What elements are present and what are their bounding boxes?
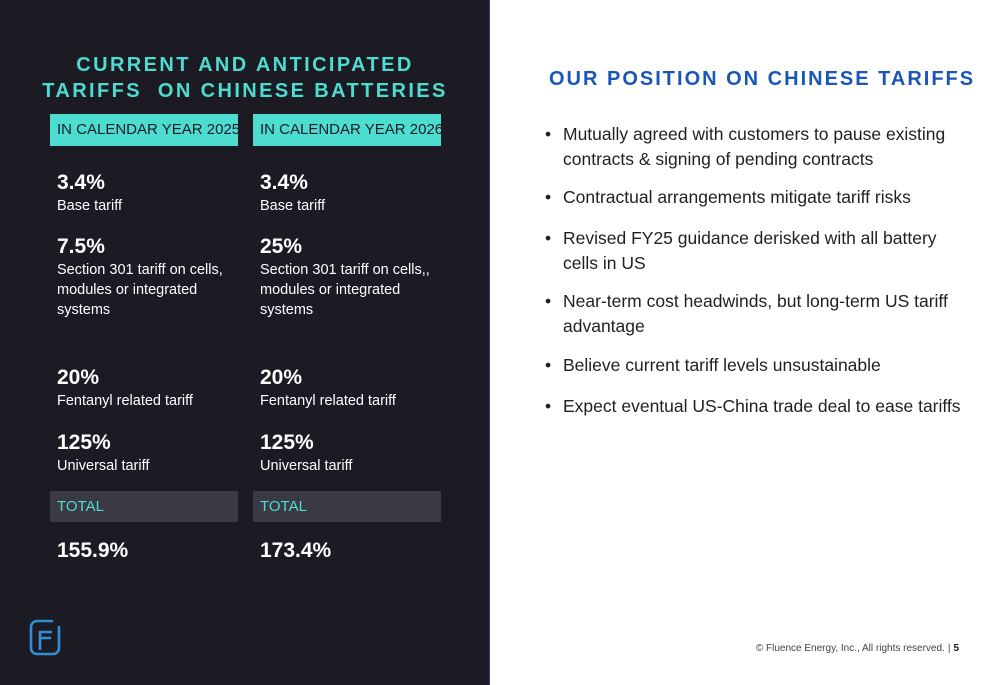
bullet-icon: • [545,124,552,144]
total-label: TOTAL [50,491,238,522]
year-badge: IN CALENDAR YEAR 2025 [50,114,240,146]
list-item: • Revised FY25 guidance derisked with al… [545,226,965,275]
tariff-description: Universal tariff [260,458,353,474]
section-301-tariff: 7.5% Section 301 tariff on cells, module… [57,234,235,320]
list-item: • Near-term cost headwinds, but long-ter… [545,289,965,338]
bullet-icon: • [545,187,552,207]
tariff-description: Base tariff [57,198,123,214]
tariff-value: 20% [260,366,303,389]
footer-separator: | [947,643,951,654]
tariff-panel-title-line-2: TARIFFS ON CHINESE BATTERIES [42,80,448,102]
footer: © Fluence Energy, Inc., All rights reser… [756,643,959,654]
tariff-value: 125% [57,431,111,454]
list-item: • Contractual arrangements mitigate tari… [545,185,965,210]
tariff-description: Fentanyl related tariff [260,393,396,409]
base-tariff: 3.4% Base tariff [57,170,235,216]
total-label: TOTAL [253,491,441,522]
year-2025-column: IN CALENDAR YEAR 2025 3.4% Base tariff 7… [50,114,240,562]
list-item-text: Near-term cost headwinds, but long-term … [563,291,948,336]
tariff-value: 7.5% [57,235,105,258]
tariff-value: 3.4% [260,171,308,194]
tariff-description: Section 301 tariff on cells, modules or … [57,262,223,318]
total-value: 173.4% [260,539,332,562]
universal-tariff: 125% Universal tariff [260,430,438,476]
bullet-icon: • [545,291,552,311]
tariff-description: Base tariff [260,198,326,214]
total-value: 155.9% [57,539,129,562]
tariff-panel: CURRENT AND ANTICIPATED TARIFFS ON CHINE… [0,0,490,685]
list-item: • Mutually agreed with customers to paus… [545,122,965,171]
fentanyl-tariff: 20% Fentanyl related tariff [260,365,438,411]
position-title: OUR POSITION ON CHINESE TARIFFS [549,68,976,90]
fluence-logo-icon [29,619,61,656]
list-item-text: Mutually agreed with customers to pause … [563,124,946,169]
page-number: 5 [953,643,959,654]
base-tariff: 3.4% Base tariff [260,170,438,216]
bullet-icon: • [545,355,552,375]
copyright-text: © Fluence Energy, Inc., All rights reser… [755,643,945,654]
bullet-icon: • [545,396,552,416]
list-item: • Believe current tariff levels unsustai… [545,353,965,378]
tariff-panel-title: CURRENT AND ANTICIPATED TARIFFS ON CHINE… [0,52,490,104]
bullet-icon: • [545,228,552,248]
list-item-text: Expect eventual US-China trade deal to e… [563,396,961,416]
tariff-value: 25% [260,235,303,258]
list-item: • Expect eventual US-China trade deal to… [545,394,965,419]
list-item-text: Revised FY25 guidance derisked with all … [563,228,937,273]
list-item-text: Contractual arrangements mitigate tariff… [563,187,911,207]
universal-tariff: 125% Universal tariff [57,430,235,476]
year-2026-column: IN CALENDAR YEAR 2026 3.4% Base tariff 2… [253,114,443,562]
tariff-value: 125% [260,431,314,454]
tariff-value: 3.4% [57,171,105,194]
tariff-value: 20% [57,366,100,389]
year-badge: IN CALENDAR YEAR 2026 [253,114,443,146]
tariff-description: Fentanyl related tariff [57,393,193,409]
list-item-text: Believe current tariff levels unsustaina… [563,355,881,375]
fentanyl-tariff: 20% Fentanyl related tariff [57,365,235,411]
tariff-description: Section 301 tariff on cells,, modules or… [260,262,430,318]
tariff-panel-title-line-1: CURRENT AND ANTICIPATED [76,54,414,76]
tariff-description: Universal tariff [57,458,150,474]
section-301-tariff: 25% Section 301 tariff on cells,, module… [260,234,438,320]
